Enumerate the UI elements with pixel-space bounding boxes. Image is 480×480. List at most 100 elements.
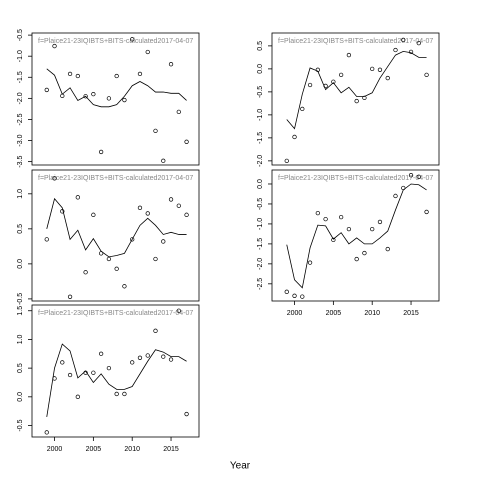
data-point	[176, 109, 181, 115]
data-point	[106, 96, 112, 101]
y-tick-label: -0.5	[257, 198, 264, 210]
y-tick-label: -0.5	[257, 86, 264, 98]
data-point	[331, 79, 336, 84]
data-point	[401, 37, 406, 43]
data-point	[168, 62, 174, 67]
data-point	[67, 372, 73, 378]
data-point	[153, 256, 158, 262]
data-point	[98, 149, 104, 155]
panel: f=Plaice21-23IQIBTS+BITS-calculated2017-…	[17, 304, 200, 453]
data-point	[145, 353, 150, 358]
panel-title: f=Plaice21-23IQIBTS+BITS-calculated2017-…	[38, 175, 193, 182]
data-point	[331, 237, 336, 243]
y-tick-label: -2.5	[17, 113, 24, 125]
data-point	[370, 226, 375, 232]
data-point	[300, 294, 305, 299]
data-point	[114, 391, 119, 397]
y-tick-label: -2.0	[257, 155, 264, 167]
data-point	[52, 176, 57, 181]
y-tick-label: 0.0	[257, 64, 264, 74]
data-point	[168, 197, 174, 202]
fitted-line	[46, 343, 187, 417]
y-tick-label: -1.0	[257, 109, 264, 121]
data-point	[424, 72, 429, 78]
data-point	[67, 71, 73, 77]
data-point	[416, 40, 421, 46]
data-point	[130, 237, 135, 242]
data-point	[137, 205, 143, 210]
y-tick-label: -3.5	[17, 155, 24, 167]
panel: f=Plaice21-23IQIBTS+BITS-calculated2017-…	[17, 29, 200, 168]
data-point	[114, 73, 119, 79]
y-tick-label: 1.0	[17, 334, 24, 344]
data-point	[137, 71, 143, 77]
data-point	[346, 52, 352, 58]
data-point	[184, 139, 189, 144]
data-point	[393, 47, 398, 53]
data-point	[75, 195, 80, 200]
fitted-line	[286, 183, 427, 289]
data-point	[106, 365, 112, 371]
fitted-line	[46, 197, 187, 258]
data-point	[315, 210, 320, 216]
data-point	[122, 391, 127, 397]
data-point	[114, 266, 119, 271]
data-point	[91, 370, 96, 375]
y-tick-label: -1.0	[17, 50, 24, 62]
data-point	[354, 98, 359, 104]
data-point	[184, 411, 189, 417]
x-tick-label: 2010	[124, 446, 140, 453]
plot-frame	[271, 32, 440, 166]
y-tick-label: 0.5	[257, 41, 264, 51]
data-point	[284, 289, 289, 294]
data-point	[52, 43, 57, 49]
data-point	[161, 158, 166, 163]
data-point	[75, 394, 80, 399]
data-point	[44, 237, 49, 242]
panel-title: f=Plaice21-23IQIBTS+BITS-calculated2017-…	[38, 310, 193, 317]
y-tick-label: -2.0	[257, 258, 264, 270]
panel: f=Plaice21-23IQIBTS+BITS-calculated2017-…	[17, 169, 200, 305]
panel-title: f=Plaice21-23IQIBTS+BITS-calculated2017-…	[278, 38, 433, 45]
y-tick-label: -0.5	[17, 293, 24, 305]
data-point	[44, 87, 49, 93]
y-tick-label: -1.5	[257, 238, 264, 250]
data-point	[354, 256, 359, 262]
data-point	[91, 212, 96, 217]
data-point	[60, 360, 65, 365]
y-tick-label: -2.5	[257, 278, 264, 290]
data-point	[377, 219, 383, 225]
data-point	[98, 351, 104, 356]
plot-frame	[31, 32, 200, 166]
y-tick-label: 0.5	[17, 224, 24, 234]
data-point	[83, 94, 88, 99]
data-point	[385, 246, 390, 252]
data-point	[424, 209, 429, 215]
y-tick-label: 0.0	[17, 259, 24, 269]
data-point	[362, 250, 367, 256]
data-point	[338, 214, 344, 220]
panel: f=Plaice21-23IQIBTS+BITS-calculated2017-…	[257, 32, 440, 167]
x-axis-label: Year	[230, 461, 251, 472]
y-tick-label: 0.5	[17, 363, 24, 373]
data-point	[137, 355, 143, 360]
data-point	[176, 308, 181, 313]
data-point	[393, 193, 398, 199]
y-tick-label: -0.5	[17, 419, 24, 431]
x-tick-label: 2015	[403, 310, 419, 317]
y-tick-label: -1.5	[17, 71, 24, 83]
data-point	[370, 66, 375, 72]
x-tick-label: 2005	[86, 446, 102, 453]
data-point	[161, 239, 166, 244]
data-point	[83, 270, 88, 275]
data-point	[284, 158, 289, 164]
data-point	[44, 430, 49, 435]
data-point	[408, 173, 414, 178]
y-tick-label: -3.0	[17, 134, 24, 146]
data-point	[385, 75, 390, 81]
y-tick-label: 0.0	[257, 179, 264, 189]
data-point	[300, 106, 305, 112]
y-tick-label: -1.0	[257, 218, 264, 230]
data-point	[168, 357, 174, 362]
